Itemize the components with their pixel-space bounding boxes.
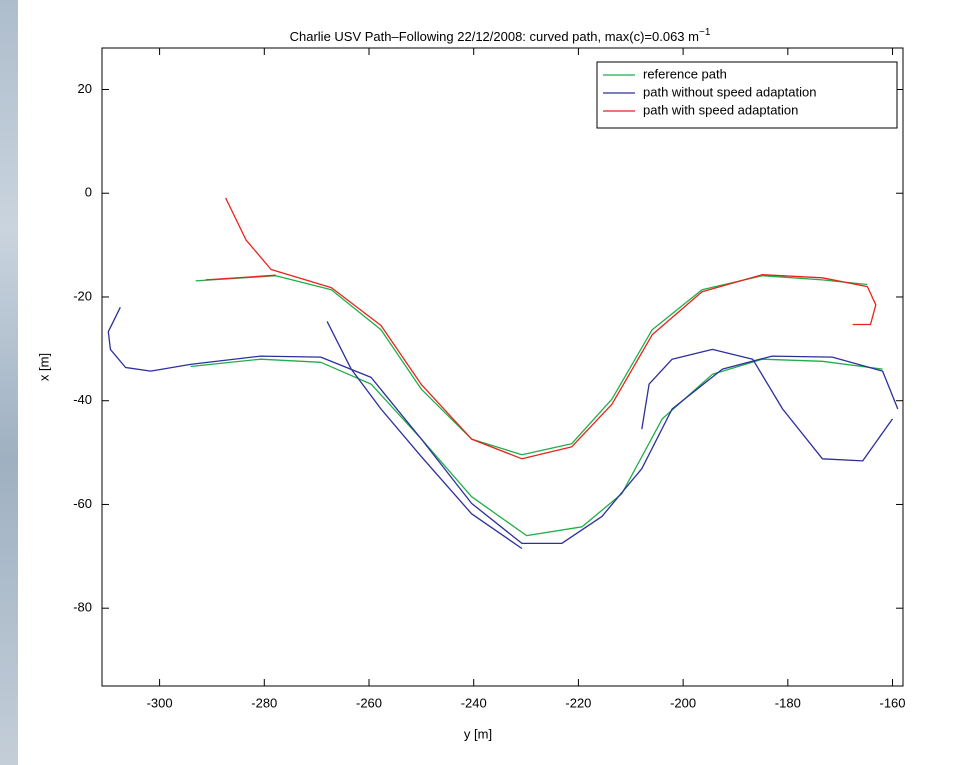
- x-tick-label: -180: [775, 695, 801, 710]
- x-tick-label: -220: [565, 695, 591, 710]
- plot-frame: [101, 47, 904, 687]
- x-tick-label: -260: [356, 695, 382, 710]
- y-tick-label: -40: [73, 392, 92, 407]
- x-tick-label: -240: [461, 695, 487, 710]
- x-axis-label: y [m]: [464, 726, 492, 741]
- plot-area: [102, 48, 903, 686]
- y-tick-label: 20: [78, 81, 92, 96]
- title-text: Charlie USV Path–Following 22/12/2008: c…: [290, 29, 699, 44]
- title-superscript: −1: [699, 27, 711, 38]
- legend-label: path without speed adaptation: [643, 84, 816, 99]
- chart-title: Charlie USV Path–Following 22/12/2008: c…: [290, 27, 711, 45]
- legend-label: reference path: [643, 66, 727, 81]
- x-tick-label: -300: [147, 695, 173, 710]
- y-tick-label: 0: [85, 185, 92, 200]
- legend-label: path with speed adaptation: [643, 102, 798, 117]
- y-axis-label: x [m]: [36, 353, 51, 381]
- y-tick-label: -20: [73, 288, 92, 303]
- series-line: [107, 307, 899, 550]
- x-tick-label: -280: [251, 695, 277, 710]
- y-tick-label: -60: [73, 496, 92, 511]
- legend-box: [596, 61, 898, 129]
- x-tick-label: -160: [880, 695, 906, 710]
- y-tick-label: -80: [73, 600, 92, 615]
- series-line: [205, 197, 877, 460]
- x-tick-label: -200: [670, 695, 696, 710]
